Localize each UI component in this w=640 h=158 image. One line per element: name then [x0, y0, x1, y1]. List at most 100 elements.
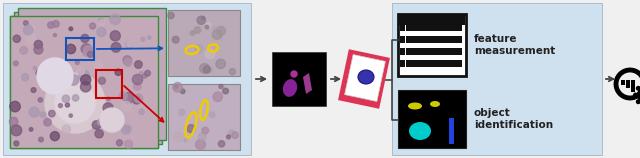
- Circle shape: [187, 125, 195, 133]
- Circle shape: [29, 107, 39, 117]
- Circle shape: [90, 23, 95, 29]
- Bar: [10, 16, 158, 148]
- Circle shape: [99, 20, 105, 25]
- Circle shape: [121, 101, 131, 111]
- Circle shape: [216, 26, 225, 35]
- Circle shape: [57, 67, 65, 75]
- Ellipse shape: [283, 79, 297, 97]
- Circle shape: [36, 69, 44, 77]
- Circle shape: [20, 47, 28, 54]
- Circle shape: [81, 44, 92, 54]
- Bar: [168, 84, 240, 150]
- Circle shape: [69, 27, 73, 31]
- Circle shape: [38, 137, 44, 142]
- Bar: [406, 48, 462, 55]
- Circle shape: [228, 130, 234, 136]
- Circle shape: [13, 61, 18, 66]
- Bar: [18, 8, 166, 140]
- Circle shape: [84, 46, 93, 56]
- Circle shape: [81, 82, 91, 92]
- Circle shape: [79, 70, 90, 81]
- Bar: [168, 10, 240, 76]
- Circle shape: [184, 139, 187, 142]
- Bar: [400, 36, 405, 43]
- Circle shape: [94, 61, 103, 69]
- Bar: [406, 36, 462, 43]
- Bar: [631, 80, 634, 92]
- Circle shape: [291, 71, 297, 77]
- Circle shape: [202, 127, 209, 134]
- Bar: [406, 24, 462, 31]
- Circle shape: [29, 128, 33, 131]
- Bar: [14, 12, 162, 144]
- Circle shape: [72, 95, 79, 101]
- Circle shape: [134, 61, 142, 68]
- Circle shape: [173, 82, 182, 92]
- Circle shape: [216, 59, 225, 69]
- Bar: [400, 48, 405, 55]
- Bar: [66, 38, 94, 60]
- Circle shape: [636, 86, 640, 91]
- Circle shape: [229, 69, 236, 75]
- Circle shape: [92, 121, 100, 129]
- Bar: [626, 80, 630, 88]
- Circle shape: [173, 133, 183, 142]
- Circle shape: [103, 103, 113, 113]
- Ellipse shape: [408, 103, 422, 109]
- Circle shape: [107, 97, 110, 101]
- Circle shape: [213, 92, 223, 102]
- Circle shape: [213, 27, 218, 32]
- Circle shape: [223, 88, 228, 94]
- Bar: [449, 118, 454, 144]
- Circle shape: [123, 56, 132, 64]
- Ellipse shape: [358, 70, 374, 84]
- Circle shape: [11, 125, 22, 136]
- Circle shape: [110, 31, 120, 41]
- Text: feature
measurement: feature measurement: [474, 34, 556, 56]
- Circle shape: [39, 97, 42, 101]
- Circle shape: [200, 64, 209, 73]
- Circle shape: [115, 69, 122, 76]
- Bar: [398, 14, 466, 76]
- Circle shape: [139, 72, 143, 76]
- Circle shape: [205, 49, 215, 59]
- Circle shape: [195, 140, 205, 149]
- Circle shape: [168, 12, 174, 19]
- Circle shape: [127, 41, 132, 47]
- Circle shape: [143, 74, 147, 78]
- Circle shape: [194, 27, 201, 33]
- Circle shape: [134, 83, 141, 90]
- Circle shape: [145, 70, 150, 76]
- Circle shape: [24, 21, 28, 25]
- Circle shape: [87, 51, 93, 57]
- Circle shape: [190, 31, 195, 35]
- Circle shape: [209, 112, 215, 118]
- Circle shape: [26, 33, 36, 44]
- Bar: [400, 60, 405, 67]
- Circle shape: [110, 14, 120, 25]
- Circle shape: [68, 74, 78, 85]
- Circle shape: [633, 92, 638, 97]
- Text: object
identification: object identification: [474, 108, 553, 130]
- Circle shape: [139, 109, 145, 115]
- Circle shape: [195, 45, 203, 53]
- Bar: [10, 16, 158, 148]
- Circle shape: [81, 75, 91, 85]
- Polygon shape: [338, 49, 390, 109]
- Circle shape: [37, 58, 73, 94]
- Circle shape: [174, 85, 178, 89]
- Circle shape: [76, 66, 84, 75]
- Ellipse shape: [409, 122, 431, 140]
- Circle shape: [126, 41, 133, 48]
- Bar: [398, 90, 466, 148]
- Ellipse shape: [430, 101, 440, 107]
- Circle shape: [206, 22, 211, 27]
- Bar: [3, 3, 251, 155]
- Circle shape: [66, 44, 76, 54]
- Circle shape: [118, 119, 123, 124]
- Circle shape: [97, 27, 106, 37]
- Circle shape: [179, 109, 185, 115]
- Circle shape: [202, 17, 205, 20]
- Circle shape: [100, 108, 124, 132]
- Circle shape: [69, 114, 72, 117]
